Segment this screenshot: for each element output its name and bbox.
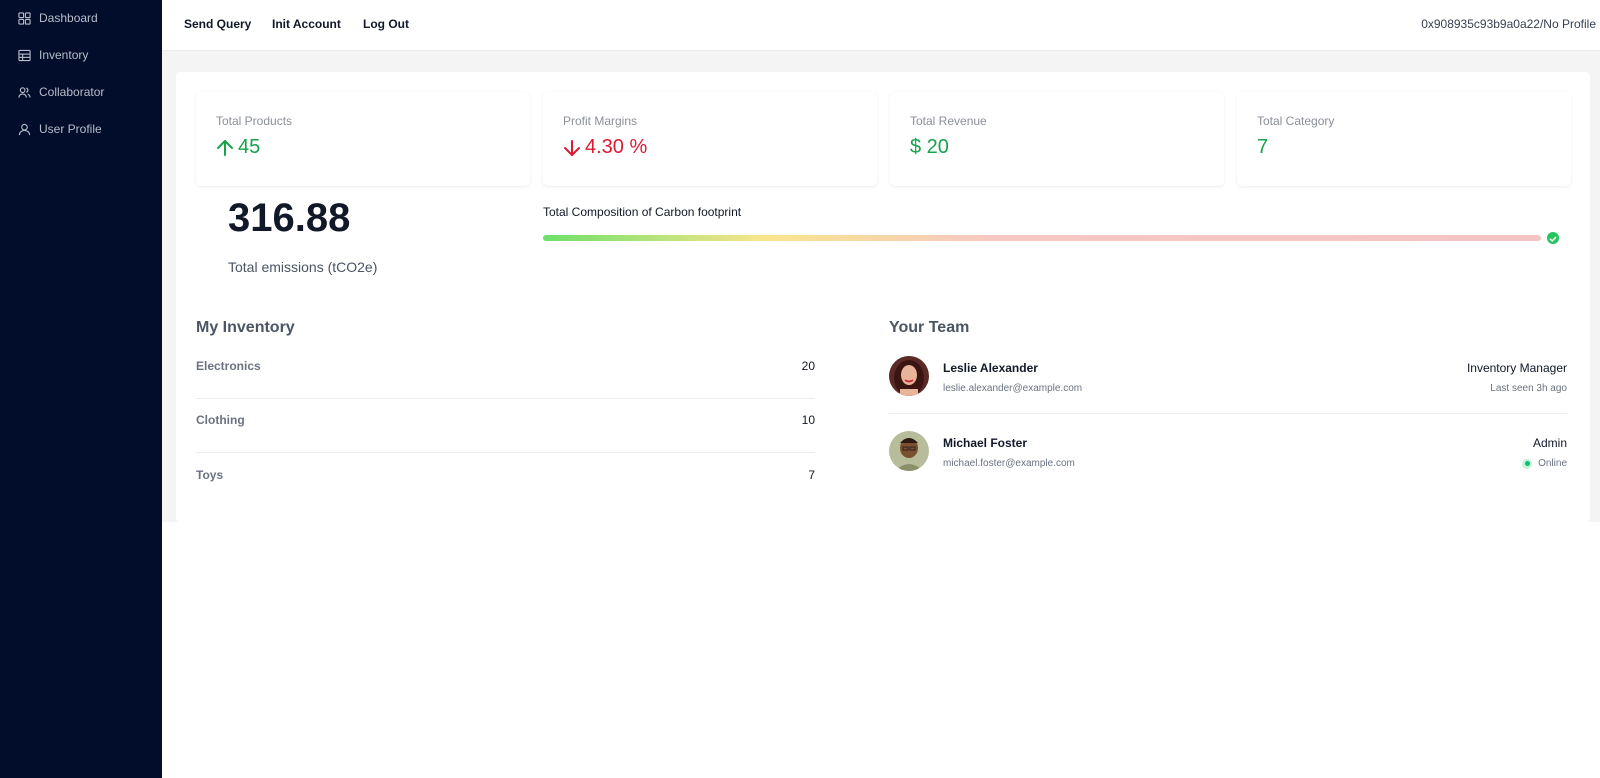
- stat-value-row: 7: [1257, 136, 1268, 159]
- inventory-item-name: Electronics: [196, 359, 261, 373]
- sidebar-item-user-profile[interactable]: User Profile: [18, 119, 102, 139]
- team-member-row[interactable]: Michael Foster michael.foster@example.co…: [889, 431, 1567, 491]
- stat-card-total-category: Total Category 7: [1237, 92, 1571, 186]
- team-member-name: Leslie Alexander: [943, 361, 1038, 375]
- sidebar-item-dashboard[interactable]: Dashboard: [18, 8, 98, 28]
- top-nav-bar: Send Query Init Account Log Out 0x908935…: [162, 0, 1600, 51]
- user-icon: [18, 123, 31, 135]
- stat-value: 4.30 %: [585, 136, 648, 158]
- sidebar-item-label: Collaborator: [39, 85, 105, 99]
- avatar: [889, 356, 929, 396]
- team-member-status: Online: [1522, 458, 1567, 469]
- users-icon: [18, 86, 31, 98]
- online-status-text: Online: [1538, 458, 1567, 469]
- sidebar-item-label: User Profile: [39, 122, 102, 136]
- inventory-row[interactable]: Electronics 20: [196, 349, 815, 403]
- log-out-link[interactable]: Log Out: [363, 17, 409, 31]
- carbon-composition-label: Total Composition of Carbon footprint: [543, 205, 742, 219]
- divider: [196, 398, 815, 399]
- stat-value-row: 4.30 %: [563, 136, 647, 159]
- stat-title: Total Products: [216, 114, 293, 128]
- last-seen-text: Last seen 3h ago: [1490, 383, 1567, 394]
- avatar: [889, 431, 929, 471]
- inventory-item-count: 10: [801, 413, 815, 427]
- account-address: 0x908935c93b9a0a22/No Profile: [1421, 17, 1596, 31]
- stat-title: Total Category: [1257, 114, 1335, 128]
- stat-value-row: 45: [216, 136, 260, 159]
- my-inventory-title: My Inventory: [196, 319, 295, 336]
- sidebar-item-label: Dashboard: [39, 11, 98, 25]
- inventory-row[interactable]: Clothing 10: [196, 403, 815, 457]
- divider: [889, 413, 1567, 414]
- arrow-up-icon: [217, 139, 233, 156]
- team-member-name: Michael Foster: [943, 436, 1028, 450]
- stat-value-row: $ 20: [910, 136, 949, 159]
- inventory-item-count: 20: [801, 359, 815, 373]
- total-emissions-value: 316.88: [228, 196, 351, 240]
- stat-card-profit-margins: Profit Margins 4.30 %: [543, 92, 877, 186]
- your-team-title: Your Team: [889, 319, 970, 336]
- stat-card-total-revenue: Total Revenue $ 20: [890, 92, 1224, 186]
- divider: [196, 452, 815, 453]
- stat-title: Profit Margins: [563, 114, 638, 128]
- stat-value: 7: [1257, 136, 1269, 158]
- grid-icon: [18, 11, 31, 25]
- sidebar-item-label: Inventory: [39, 48, 89, 62]
- stat-title: Total Revenue: [910, 114, 987, 128]
- inventory-row[interactable]: Toys 7: [196, 458, 815, 512]
- team-member-email: leslie.alexander@example.com: [943, 383, 1083, 394]
- init-account-link[interactable]: Init Account: [272, 17, 341, 31]
- team-member-status: Last seen 3h ago: [1490, 383, 1567, 394]
- sidebar-item-inventory[interactable]: Inventory: [18, 45, 88, 65]
- stat-value: $ 20: [910, 136, 949, 158]
- sidebar: Dashboard Inventory Collaborator User Pr…: [0, 0, 162, 778]
- arrow-down-icon: [564, 139, 580, 156]
- stat-card-total-products: Total Products 45: [196, 92, 530, 186]
- inventory-item-count: 7: [808, 468, 815, 482]
- carbon-footprint-bar: [543, 235, 1541, 241]
- check-circle-icon: [1547, 232, 1559, 244]
- team-member-row[interactable]: Leslie Alexander leslie.alexander@exampl…: [889, 356, 1567, 416]
- inventory-item-name: Clothing: [196, 413, 245, 427]
- stat-value: 45: [238, 136, 261, 158]
- table-icon: [18, 49, 31, 61]
- team-member-role: Admin: [1532, 436, 1567, 450]
- inventory-item-name: Toys: [196, 468, 224, 482]
- team-member-email: michael.foster@example.com: [943, 458, 1075, 469]
- sidebar-item-collaborator[interactable]: Collaborator: [18, 82, 104, 102]
- online-indicator-icon: [1522, 458, 1533, 469]
- send-query-link[interactable]: Send Query: [184, 17, 252, 31]
- total-emissions-label: Total emissions (tCO2e): [228, 259, 378, 275]
- team-member-role: Inventory Manager: [1466, 361, 1567, 375]
